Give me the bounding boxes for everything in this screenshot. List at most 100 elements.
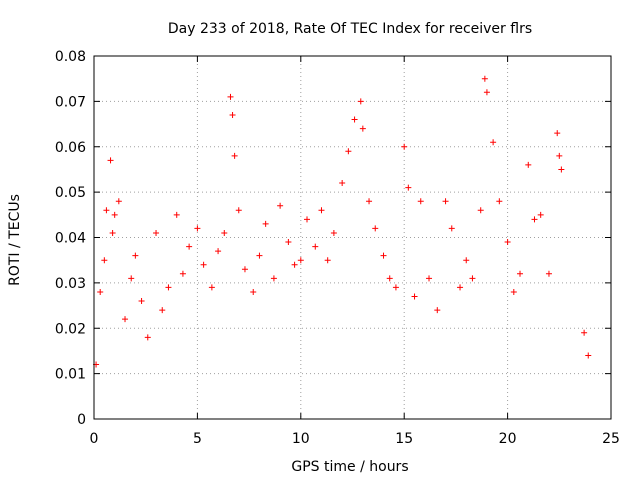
data-point: [339, 180, 346, 187]
data-point: [138, 298, 145, 305]
data-point: [457, 284, 464, 291]
y-tick-label: 0.08: [55, 49, 86, 65]
data-point: [585, 352, 592, 359]
data-point: [401, 143, 408, 150]
data-point: [304, 216, 311, 223]
data-point: [558, 166, 565, 173]
data-point: [144, 334, 151, 341]
data-point: [448, 225, 455, 232]
data-point: [270, 275, 277, 282]
grid-lines: [94, 56, 611, 419]
x-axis-label: GPS time / hours: [291, 459, 408, 475]
data-point: [463, 257, 470, 264]
data-point: [442, 198, 449, 205]
data-point: [250, 288, 257, 295]
data-point: [231, 152, 238, 159]
data-point: [262, 220, 269, 227]
data-point: [392, 284, 399, 291]
chart-title: Day 233 of 2018, Rate Of TEC Index for r…: [168, 21, 532, 37]
x-tick-label: 15: [395, 431, 413, 447]
x-tick-label: 10: [292, 431, 310, 447]
data-point: [510, 288, 517, 295]
data-point: [483, 89, 490, 96]
data-point: [477, 207, 484, 214]
data-point: [581, 329, 588, 336]
data-point: [554, 130, 561, 137]
data-point: [128, 275, 135, 282]
data-point: [426, 275, 433, 282]
data-point: [277, 202, 284, 209]
data-point: [531, 216, 538, 223]
data-point: [173, 211, 180, 218]
y-tick-label: 0.06: [55, 140, 86, 156]
y-tick-labels: 0 0.01 0.02 0.03 0.04 0.05 0.06 0.07 0.08: [55, 49, 86, 428]
y-tick-label: 0: [77, 412, 86, 428]
x-tick-label: 20: [499, 431, 517, 447]
data-point: [221, 229, 228, 236]
data-point: [165, 284, 172, 291]
data-point: [200, 261, 207, 268]
data-point: [324, 257, 331, 264]
data-point: [372, 225, 379, 232]
data-point: [97, 288, 104, 295]
data-point: [525, 161, 532, 168]
data-point: [229, 111, 236, 118]
x-tick-labels: 0 5 10 15 20 25: [90, 431, 620, 447]
y-tick-label: 0.05: [55, 185, 86, 201]
x-tick-label: 0: [90, 431, 99, 447]
data-point: [351, 116, 358, 123]
axis-ticks: [93, 55, 612, 420]
data-point: [159, 307, 166, 314]
data-point: [186, 243, 193, 250]
data-point: [496, 198, 503, 205]
data-point: [504, 239, 511, 246]
plot-frame: [93, 55, 612, 420]
data-point: [537, 211, 544, 218]
data-point: [107, 157, 114, 164]
y-tick-label: 0.01: [55, 367, 86, 383]
data-point: [235, 207, 242, 214]
data-point: [241, 266, 248, 273]
data-point: [517, 270, 524, 277]
data-point: [434, 307, 441, 314]
data-point: [227, 93, 234, 100]
data-points: [93, 75, 592, 368]
data-point: [380, 252, 387, 259]
data-point: [417, 198, 424, 205]
data-point: [194, 225, 201, 232]
y-axis-label: ROTI / TECUs: [7, 194, 23, 286]
y-tick-label: 0.04: [55, 231, 86, 247]
data-point: [405, 184, 412, 191]
data-point: [386, 275, 393, 282]
data-point: [109, 229, 116, 236]
y-tick-label: 0.02: [55, 321, 86, 337]
data-point: [481, 75, 488, 82]
data-point: [115, 198, 122, 205]
data-point: [111, 211, 118, 218]
data-point: [490, 139, 497, 146]
data-point: [556, 152, 563, 159]
data-point: [312, 243, 319, 250]
data-point: [330, 229, 337, 236]
data-point: [359, 125, 366, 132]
data-point: [545, 270, 552, 277]
data-point: [215, 248, 222, 255]
data-point: [103, 207, 110, 214]
y-tick-label: 0.03: [55, 276, 86, 292]
x-tick-label: 25: [602, 431, 620, 447]
data-point: [318, 207, 325, 214]
y-tick-label: 0.07: [55, 94, 86, 110]
x-tick-label: 5: [193, 431, 202, 447]
data-point: [285, 239, 292, 246]
data-point: [366, 198, 373, 205]
data-point: [357, 98, 364, 105]
data-point: [208, 284, 215, 291]
data-point: [122, 316, 129, 323]
data-point: [411, 293, 418, 300]
data-point: [101, 257, 108, 264]
data-point: [153, 229, 160, 236]
data-point: [345, 148, 352, 155]
data-point: [256, 252, 263, 259]
data-point: [132, 252, 139, 259]
